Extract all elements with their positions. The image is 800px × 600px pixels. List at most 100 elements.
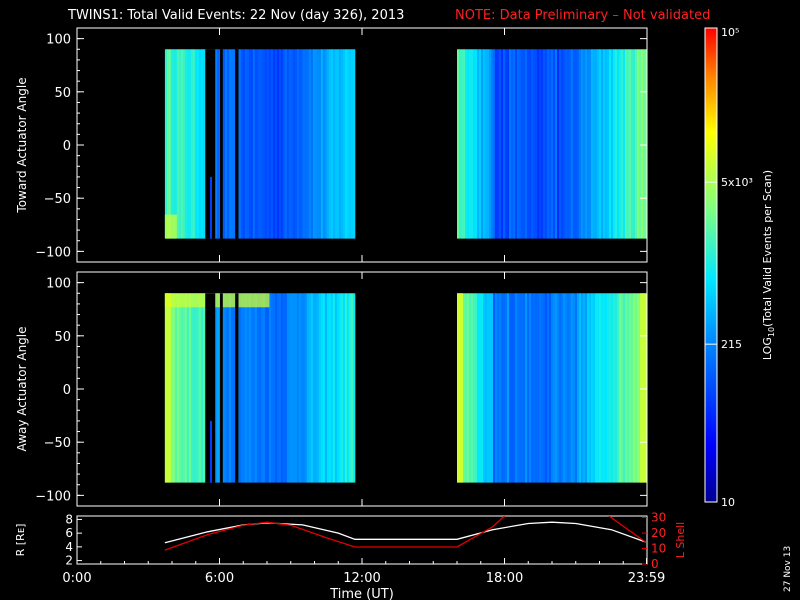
heatmap-column — [599, 293, 602, 483]
heatmap-column — [190, 293, 194, 483]
y-axis-label: Away Actuator Angle — [15, 326, 29, 451]
heatmap-column — [487, 49, 490, 239]
heatmap-column — [635, 293, 638, 483]
heatmap-column — [178, 49, 182, 239]
heatmap-column — [298, 49, 302, 239]
heatmap-column — [539, 49, 542, 239]
heatmap-column — [264, 49, 268, 239]
heatmap-column — [312, 293, 316, 483]
heatmap-column — [631, 293, 634, 483]
heatmap-column — [585, 293, 588, 483]
x-tick-label: 12:00 — [343, 571, 380, 586]
x-tick-label: 18:00 — [486, 571, 523, 586]
heatmap-column — [531, 49, 534, 239]
heatmap-column — [316, 49, 320, 239]
heatmap-column — [254, 49, 258, 239]
heatmap-column — [527, 49, 530, 239]
heatmap-column — [308, 293, 312, 483]
heatmap-column — [352, 293, 356, 483]
heatmap-block — [457, 49, 648, 239]
heatmap-column — [483, 293, 486, 483]
heatmap-column — [547, 293, 550, 483]
heatmap-column — [332, 49, 336, 239]
y-tick-label: 0 — [63, 139, 71, 154]
heatmap-column — [491, 293, 494, 483]
left-y-tick-label: 8 — [65, 512, 73, 526]
heatmap-column — [473, 293, 476, 483]
heatmap-column — [589, 293, 592, 483]
heatmap-column — [238, 49, 242, 239]
heatmap-column — [587, 49, 590, 239]
y-tick-label: 50 — [54, 86, 71, 101]
lshell-series-line — [164, 516, 505, 551]
heatmap-column — [302, 293, 306, 483]
heatmap-column — [569, 49, 572, 239]
heatmap-column — [477, 49, 480, 239]
right-y-axis-label: L Shell — [674, 522, 687, 558]
heatmap-column — [326, 49, 330, 239]
heatmap-column — [551, 49, 554, 239]
heatmap-column — [250, 49, 254, 239]
heatmap-column — [192, 49, 196, 239]
heatmap-column — [625, 49, 628, 239]
heatmap-column — [202, 49, 206, 239]
heatmap-column — [294, 49, 298, 239]
heatmap-column — [276, 49, 280, 239]
heatmap-column — [232, 293, 236, 483]
heatmap-column — [615, 293, 618, 483]
heatmap-column — [316, 293, 320, 483]
data-sliver — [210, 420, 212, 483]
heatmap-column — [350, 49, 354, 239]
heatmap-column — [324, 49, 328, 239]
heatmap-column — [489, 49, 492, 239]
heatmap-column — [286, 293, 290, 483]
svg-text:LOG10(Total Valid Events per S: LOG10(Total Valid Events per Scan) — [761, 170, 776, 360]
heatmap-column — [607, 293, 610, 483]
heatmap-column — [521, 293, 524, 483]
heatmap-column — [501, 49, 504, 239]
heatmap-column — [481, 293, 484, 483]
colorbar-tick-label: 215 — [721, 338, 742, 351]
heatmap-column — [168, 49, 172, 239]
heatmap-column — [511, 293, 514, 483]
heatmap-column — [537, 49, 540, 239]
heatmap-column — [565, 293, 568, 483]
heatmap-block — [164, 49, 356, 239]
heatmap-column — [543, 293, 546, 483]
heatmap-column — [565, 49, 568, 239]
heatmap-column — [625, 293, 628, 483]
heatmap-column — [487, 293, 490, 483]
heatmap-column — [605, 293, 608, 483]
heatmap-column — [469, 49, 472, 239]
heatmap-column — [515, 49, 518, 239]
heatmap-column — [467, 293, 470, 483]
heatmap-column — [200, 293, 204, 483]
colorbar-tick-label: 10⁵ — [721, 26, 739, 39]
heatmap-column — [491, 49, 494, 239]
heatmap-column — [330, 293, 334, 483]
heatmap-column — [176, 293, 180, 483]
heatmap-column — [314, 293, 318, 483]
heatmap-column — [310, 49, 314, 239]
heatmap-column — [549, 49, 552, 239]
heatmap-column — [170, 293, 174, 483]
heatmap-column — [471, 293, 474, 483]
heatmap-column — [242, 293, 246, 483]
heatmap-column — [300, 293, 304, 483]
figure-title: TWINS1: Total Valid Events: 22 Nov (day … — [67, 8, 404, 23]
heatmap-column — [308, 49, 312, 239]
heatmap-column — [467, 49, 470, 239]
heatmap-column — [318, 49, 322, 239]
heatmap-column — [344, 293, 348, 483]
heatmap-column — [188, 293, 192, 483]
heatmap-column — [172, 293, 176, 483]
heatmap-column — [567, 293, 570, 483]
heatmap-column — [485, 293, 488, 483]
heatmap-column — [513, 49, 516, 239]
heatmap-column — [324, 293, 328, 483]
heatmap-column — [499, 49, 502, 239]
heatmap-column — [495, 49, 498, 239]
heatmap-column — [551, 293, 554, 483]
heatmap-column — [222, 293, 226, 483]
x-tick-label: 0:00 — [62, 571, 91, 586]
